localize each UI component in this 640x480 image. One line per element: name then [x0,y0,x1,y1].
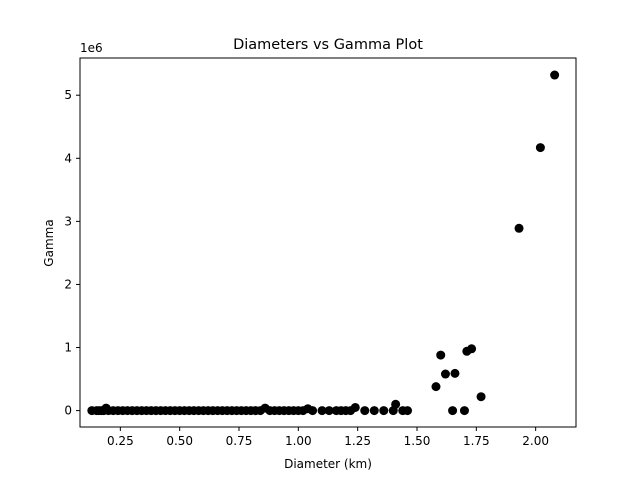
y-axis-multiplier: 1e6 [80,41,103,55]
x-tick-label: 0.75 [226,434,253,448]
y-tick-label: 5 [64,88,72,102]
data-point [440,369,450,379]
data-point [467,344,477,354]
x-tick-label: 2.00 [522,434,549,448]
data-point [391,399,401,409]
y-tick-label: 3 [64,214,72,228]
data-point [350,402,360,412]
data-point [436,350,446,360]
y-tick-label: 4 [64,151,72,165]
data-point [535,143,545,153]
x-tick-label: 0.25 [107,434,134,448]
y-axis-label: Gamma [42,219,56,266]
plot-frame [79,57,577,428]
data-point [514,223,524,233]
y-tick-label: 1 [64,341,72,355]
x-axis-label: Diameter (km) [284,457,372,471]
data-point [550,70,560,80]
data-point [459,406,469,416]
x-tick-label: 0.50 [166,434,193,448]
data-point [379,406,389,416]
x-tick-label: 1.00 [285,434,312,448]
x-tick-label: 1.75 [463,434,490,448]
y-tick-label: 2 [64,277,72,291]
data-point [317,406,327,416]
y-axis-ticks: 0 1 2 3 4 5 [64,88,80,418]
x-tick-label: 1.50 [404,434,431,448]
data-point [308,406,318,416]
data-point [476,392,486,402]
data-point [450,368,460,378]
data-point [448,406,458,416]
y-tick-label: 0 [64,404,72,418]
plot-marks [87,70,560,416]
x-axis-ticks: 0.25 0.50 0.75 1.00 1.25 1.50 1.75 2.00 [107,427,549,448]
data-point [369,406,379,416]
x-tick-label: 1.25 [344,434,371,448]
data-point [431,382,441,392]
data-point [360,406,370,416]
data-point [324,406,334,416]
data-point [403,406,412,416]
chart-title: Diameters vs Gamma Plot [233,37,423,53]
